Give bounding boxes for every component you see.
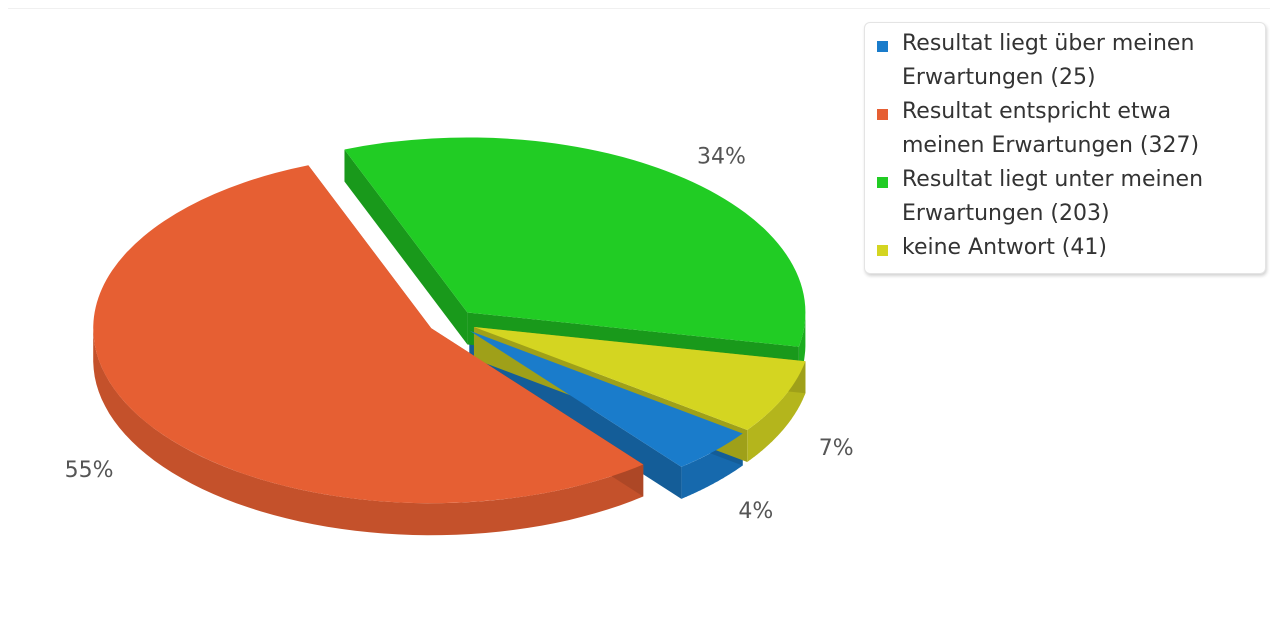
pie-slice-1[interactable] [93,165,644,504]
legend-item-ueber[interactable]: Resultat liegt über meinen Erwartungen (… [877,27,1255,95]
legend-swatch [877,109,888,120]
pie-cut-2-0 [344,149,468,345]
legend-item-unter[interactable]: Resultat liegt unter meinen Erwartungen … [877,163,1255,231]
pct-label-3: 7% [819,436,854,461]
pie-slice-3[interactable] [473,326,806,430]
pie-side-3 [747,361,806,462]
pct-label-2: 34% [697,145,746,170]
pie-tops [93,137,806,504]
legend-label: Resultat entspricht etwa meinen Erwartun… [902,99,1200,158]
legend-item-keine-antwort[interactable]: keine Antwort (41) [877,231,1255,265]
pct-label-1: 55% [65,458,114,483]
legend-swatch [877,41,888,52]
legend-item-entspricht[interactable]: Resultat entspricht etwa meinen Erwartun… [877,95,1255,163]
pct-label-0: 4% [738,499,773,524]
legend-swatch [877,177,888,188]
legend-label: Resultat liegt über meinen Erwartungen (… [902,31,1195,90]
legend-label: keine Antwort (41) [902,235,1107,260]
legend-label: Resultat liegt unter meinen Erwartungen … [902,167,1204,226]
legend-swatch [877,245,888,256]
pie-side-1 [93,329,644,536]
pie-slice-0[interactable] [469,330,743,467]
chart-legend: Resultat liegt über meinen Erwartungen (… [864,22,1266,274]
pie-labels: 4% 55% 34% 7% [65,145,854,524]
pie-slice-2[interactable] [344,137,806,347]
